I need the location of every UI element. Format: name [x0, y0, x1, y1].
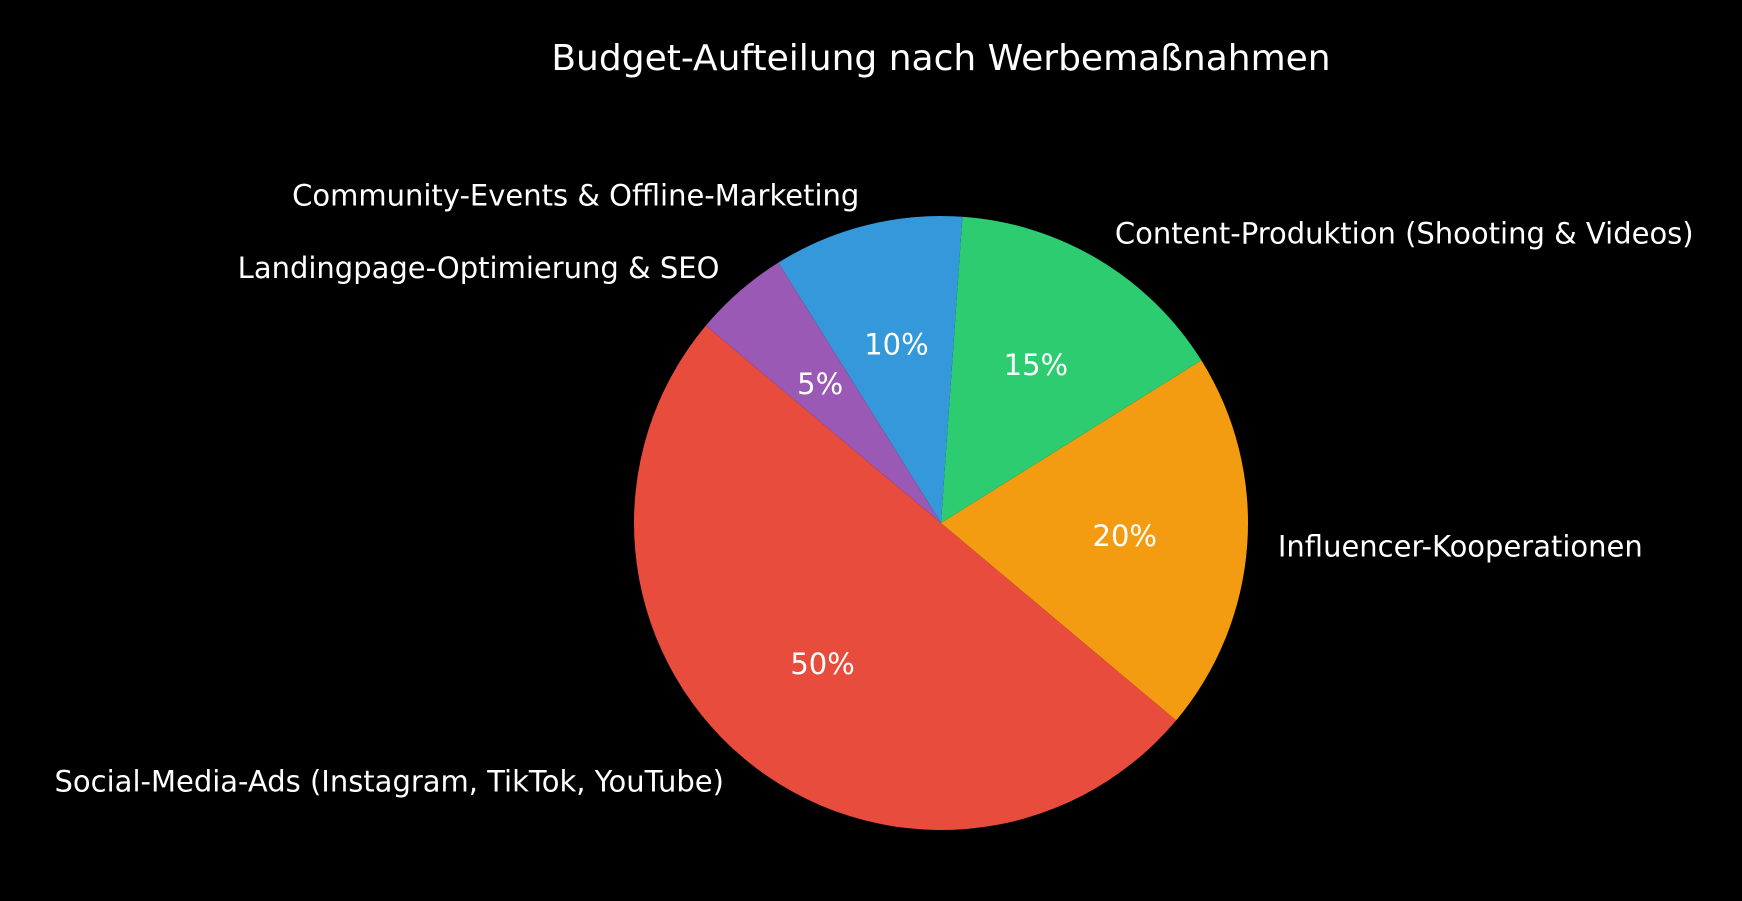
- slice-label-social-media-ads-instagram-tiktok-youtube: Social-Media-Ads (Instagram, TikTok, You…: [55, 765, 724, 799]
- pct-label-community-events-offline-marketing: 10%: [864, 327, 928, 361]
- slice-labels: Social-Media-Ads (Instagram, TikTok, You…: [55, 178, 1694, 798]
- pct-label-landingpage-optimierung-seo: 5%: [797, 367, 843, 401]
- pie-slice-social-media-ads-instagram-tiktok-youtube: [633, 325, 1177, 831]
- pct-label-content-produktion-shooting-videos: 15%: [1004, 348, 1068, 382]
- pie-slice-landingpage-optimierung-seo: [705, 262, 941, 523]
- pie-slice-community-events-offline-marketing: [778, 216, 963, 523]
- pie-slice-content-produktion-shooting-videos: [941, 216, 1202, 523]
- pie-slice-influencer-kooperationen: [941, 360, 1249, 721]
- slice-label-landingpage-optimierung-seo: Landingpage-Optimierung & SEO: [238, 251, 720, 285]
- pie-slices: [633, 216, 1249, 831]
- pct-label-influencer-kooperationen: 20%: [1093, 519, 1157, 553]
- chart-title: Budget-Aufteilung nach Werbemaßnahmen: [551, 38, 1330, 79]
- pct-label-social-media-ads-instagram-tiktok-youtube: 50%: [790, 647, 854, 681]
- percentage-labels: 50% 20% 15% 10% 5%: [790, 327, 1157, 681]
- slice-label-content-produktion-shooting-videos: Content-Produktion (Shooting & Videos): [1115, 217, 1694, 251]
- slice-label-community-events-offline-marketing: Community-Events & Offline-Marketing: [292, 178, 859, 212]
- slice-label-influencer-kooperationen: Influencer-Kooperationen: [1278, 530, 1643, 564]
